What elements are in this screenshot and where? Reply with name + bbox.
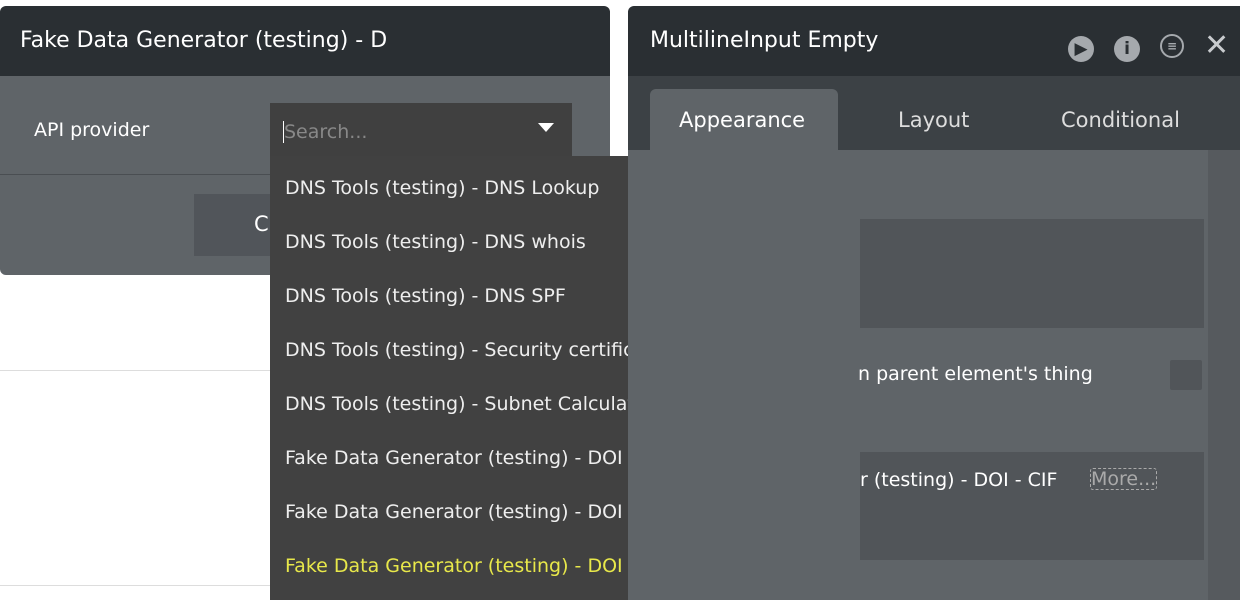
- close-icon[interactable]: ✕: [1204, 28, 1230, 63]
- initial-content-field[interactable]: r (testing) - DOI - CIF More...: [860, 452, 1204, 560]
- parent-thing-checkbox[interactable]: [1170, 360, 1202, 390]
- play-icon[interactable]: ▶: [1068, 36, 1094, 62]
- list-item[interactable]: DNS Tools (testing) - Subnet Calculator: [285, 393, 655, 415]
- tab-appearance-label: Appearance: [679, 108, 806, 132]
- tab-conditional[interactable]: Conditional: [1061, 108, 1180, 132]
- list-item[interactable]: DNS Tools (testing) - DNS Lookup: [285, 177, 600, 199]
- info-icon[interactable]: i: [1114, 36, 1140, 62]
- list-item[interactable]: DNS Tools (testing) - Security certifica…: [285, 339, 665, 361]
- page-divider: [0, 370, 270, 371]
- api-provider-search-input[interactable]: Search...: [270, 103, 572, 156]
- placeholder-field[interactable]: [860, 219, 1204, 328]
- list-item-highlighted[interactable]: Fake Data Generator (testing) - DOI - CI…: [285, 555, 672, 577]
- panel-title: Fake Data Generator (testing) - D: [20, 28, 388, 53]
- property-editor-panel: MultilineInput Empty ▶ i ≡ ✕ Appearance …: [628, 6, 1240, 600]
- tab-appearance[interactable]: [650, 89, 838, 150]
- comment-icon[interactable]: ≡: [1160, 34, 1184, 58]
- list-item[interactable]: DNS Tools (testing) - DNS SPF: [285, 285, 566, 307]
- page-divider: [0, 585, 270, 586]
- parent-thing-label: n parent element's thing: [858, 363, 1093, 385]
- scrollbar-track[interactable]: [1208, 150, 1240, 600]
- list-item[interactable]: Fake Data Generator (testing) - DOI - NI…: [285, 447, 673, 469]
- tab-layout[interactable]: Layout: [898, 108, 970, 132]
- more-button[interactable]: More...: [1090, 468, 1158, 490]
- list-item[interactable]: DNS Tools (testing) - DNS whois: [285, 231, 586, 253]
- panel-title: MultilineInput Empty: [650, 28, 879, 53]
- api-provider-label: API provider: [34, 119, 150, 141]
- chevron-down-icon[interactable]: [538, 123, 554, 132]
- list-item[interactable]: Fake Data Generator (testing) - DOI - NI…: [285, 501, 674, 523]
- text-cursor: [283, 121, 284, 143]
